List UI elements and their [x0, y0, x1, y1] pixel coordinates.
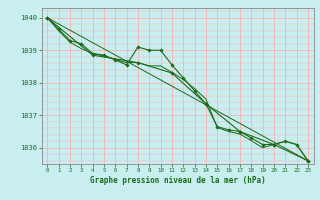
- X-axis label: Graphe pression niveau de la mer (hPa): Graphe pression niveau de la mer (hPa): [90, 176, 266, 185]
